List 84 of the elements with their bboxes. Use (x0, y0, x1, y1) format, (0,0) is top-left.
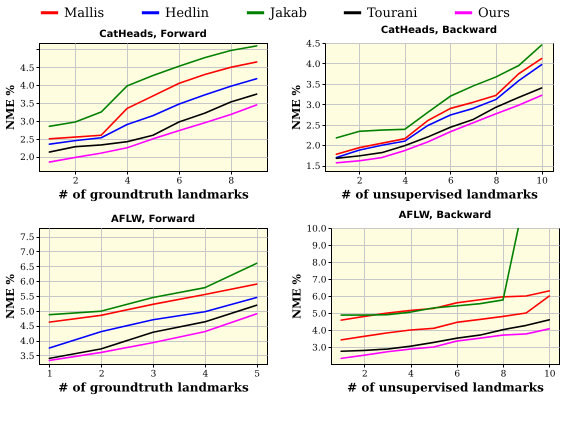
y-tick-label: 5.0 (312, 310, 327, 320)
y-tick-label: 3.0 (306, 100, 321, 111)
line-series (336, 44, 542, 139)
x-tick-label: 10 (536, 176, 548, 186)
line-series (340, 319, 550, 352)
x-tick-label: 8 (494, 176, 500, 186)
x-axis-title: # of unsupervised landmarks (341, 188, 538, 202)
y-tick-label: 8.0 (312, 258, 327, 268)
x-tick-label: 4 (408, 370, 414, 380)
y-tick-label: 4.0 (20, 337, 35, 348)
y-tick-label: 4.0 (306, 60, 321, 70)
y-tick-label: 5.0 (20, 307, 35, 318)
x-tick-label: 4 (202, 370, 208, 380)
y-tick-label: 5.5 (20, 292, 35, 302)
line-series (48, 262, 258, 316)
line-series (48, 104, 258, 163)
line-series (336, 87, 542, 160)
line-series (48, 45, 258, 128)
line-series (340, 295, 550, 341)
x-tick-label: 6 (454, 370, 460, 380)
y-tick-label: 4.5 (20, 64, 35, 74)
x-tick-label: 5 (254, 370, 260, 380)
line-series (48, 78, 258, 145)
x-tick-label: 2 (362, 370, 368, 380)
y-tick-label: 2.5 (20, 135, 35, 146)
y-tick-label: 2.0 (306, 142, 321, 152)
line-series (48, 61, 258, 140)
y-tick-label: 10.0 (306, 224, 327, 234)
legend-label: Hedlin (165, 6, 210, 21)
x-tick-label: 2 (72, 176, 79, 186)
y-tick-label: 4.0 (312, 326, 327, 336)
x-tick-label: 4 (124, 176, 131, 186)
x-tick-label: 2 (98, 370, 105, 380)
y-tick-label: 2.0 (20, 153, 35, 164)
line-series (48, 313, 258, 362)
x-tick-label: 6 (176, 176, 183, 186)
x-tick-label: 1 (46, 370, 53, 380)
line-series (48, 296, 258, 349)
y-tick-label: 6.0 (312, 292, 327, 302)
x-tick-label: 6 (448, 176, 454, 186)
line-series (340, 290, 550, 321)
line-series (336, 94, 542, 164)
y-tick-label: 3.0 (312, 344, 327, 354)
line-series (48, 283, 258, 323)
y-tick-label: 4.5 (20, 322, 35, 332)
x-tick-label: 8 (228, 176, 234, 186)
y-tick-label: 7.0 (20, 248, 35, 258)
x-tick-label: 8 (500, 370, 507, 380)
legend-label: Tourani (367, 6, 418, 21)
line-series (48, 304, 258, 360)
y-tick-label: 3.5 (20, 100, 35, 110)
line-series (48, 93, 258, 153)
y-tick-label: 3.5 (20, 352, 35, 362)
chart-title: CatHeads, Forward (99, 29, 207, 40)
y-tick-label: 3.5 (306, 80, 321, 90)
chart-title: AFLW, Backward (398, 210, 492, 221)
legend-label: Mallis (64, 6, 104, 21)
x-tick-label: 4 (402, 176, 408, 186)
legend-label: Jakab (268, 6, 307, 21)
y-tick-label: 7.5 (20, 233, 35, 244)
y-tick-label: 6.5 (20, 262, 35, 273)
y-tick-label: 6.0 (20, 278, 35, 288)
x-axis-title: # of groundtruth landmarks (58, 188, 249, 202)
y-axis-title: NME % (290, 274, 304, 319)
legend-label: Ours (478, 6, 510, 21)
chart-title: CatHeads, Backward (380, 25, 498, 36)
y-tick-label: 2.5 (306, 121, 321, 132)
y-axis-title: NME % (4, 84, 18, 130)
x-tick-label: 3 (150, 370, 157, 380)
y-tick-label: 9.0 (312, 242, 327, 252)
y-tick-label: 7.0 (312, 276, 327, 286)
x-tick-label: 2 (356, 176, 363, 186)
y-axis-title: NME % (4, 274, 18, 319)
y-tick-label: 4.5 (306, 40, 321, 50)
y-tick-label: 3.0 (20, 117, 35, 128)
x-axis-title: # of groundtruth landmarks (58, 380, 249, 394)
line-series (340, 228, 520, 316)
chart-title: AFLW, Forward (111, 214, 195, 225)
line-series (340, 328, 550, 360)
x-tick-label: 10 (544, 370, 556, 380)
y-tick-label: 4.0 (20, 82, 35, 92)
y-tick-label: 1.5 (306, 162, 321, 172)
x-axis-title: # of unsupervised landmarks (347, 380, 544, 394)
y-axis-title: NME % (290, 84, 304, 130)
